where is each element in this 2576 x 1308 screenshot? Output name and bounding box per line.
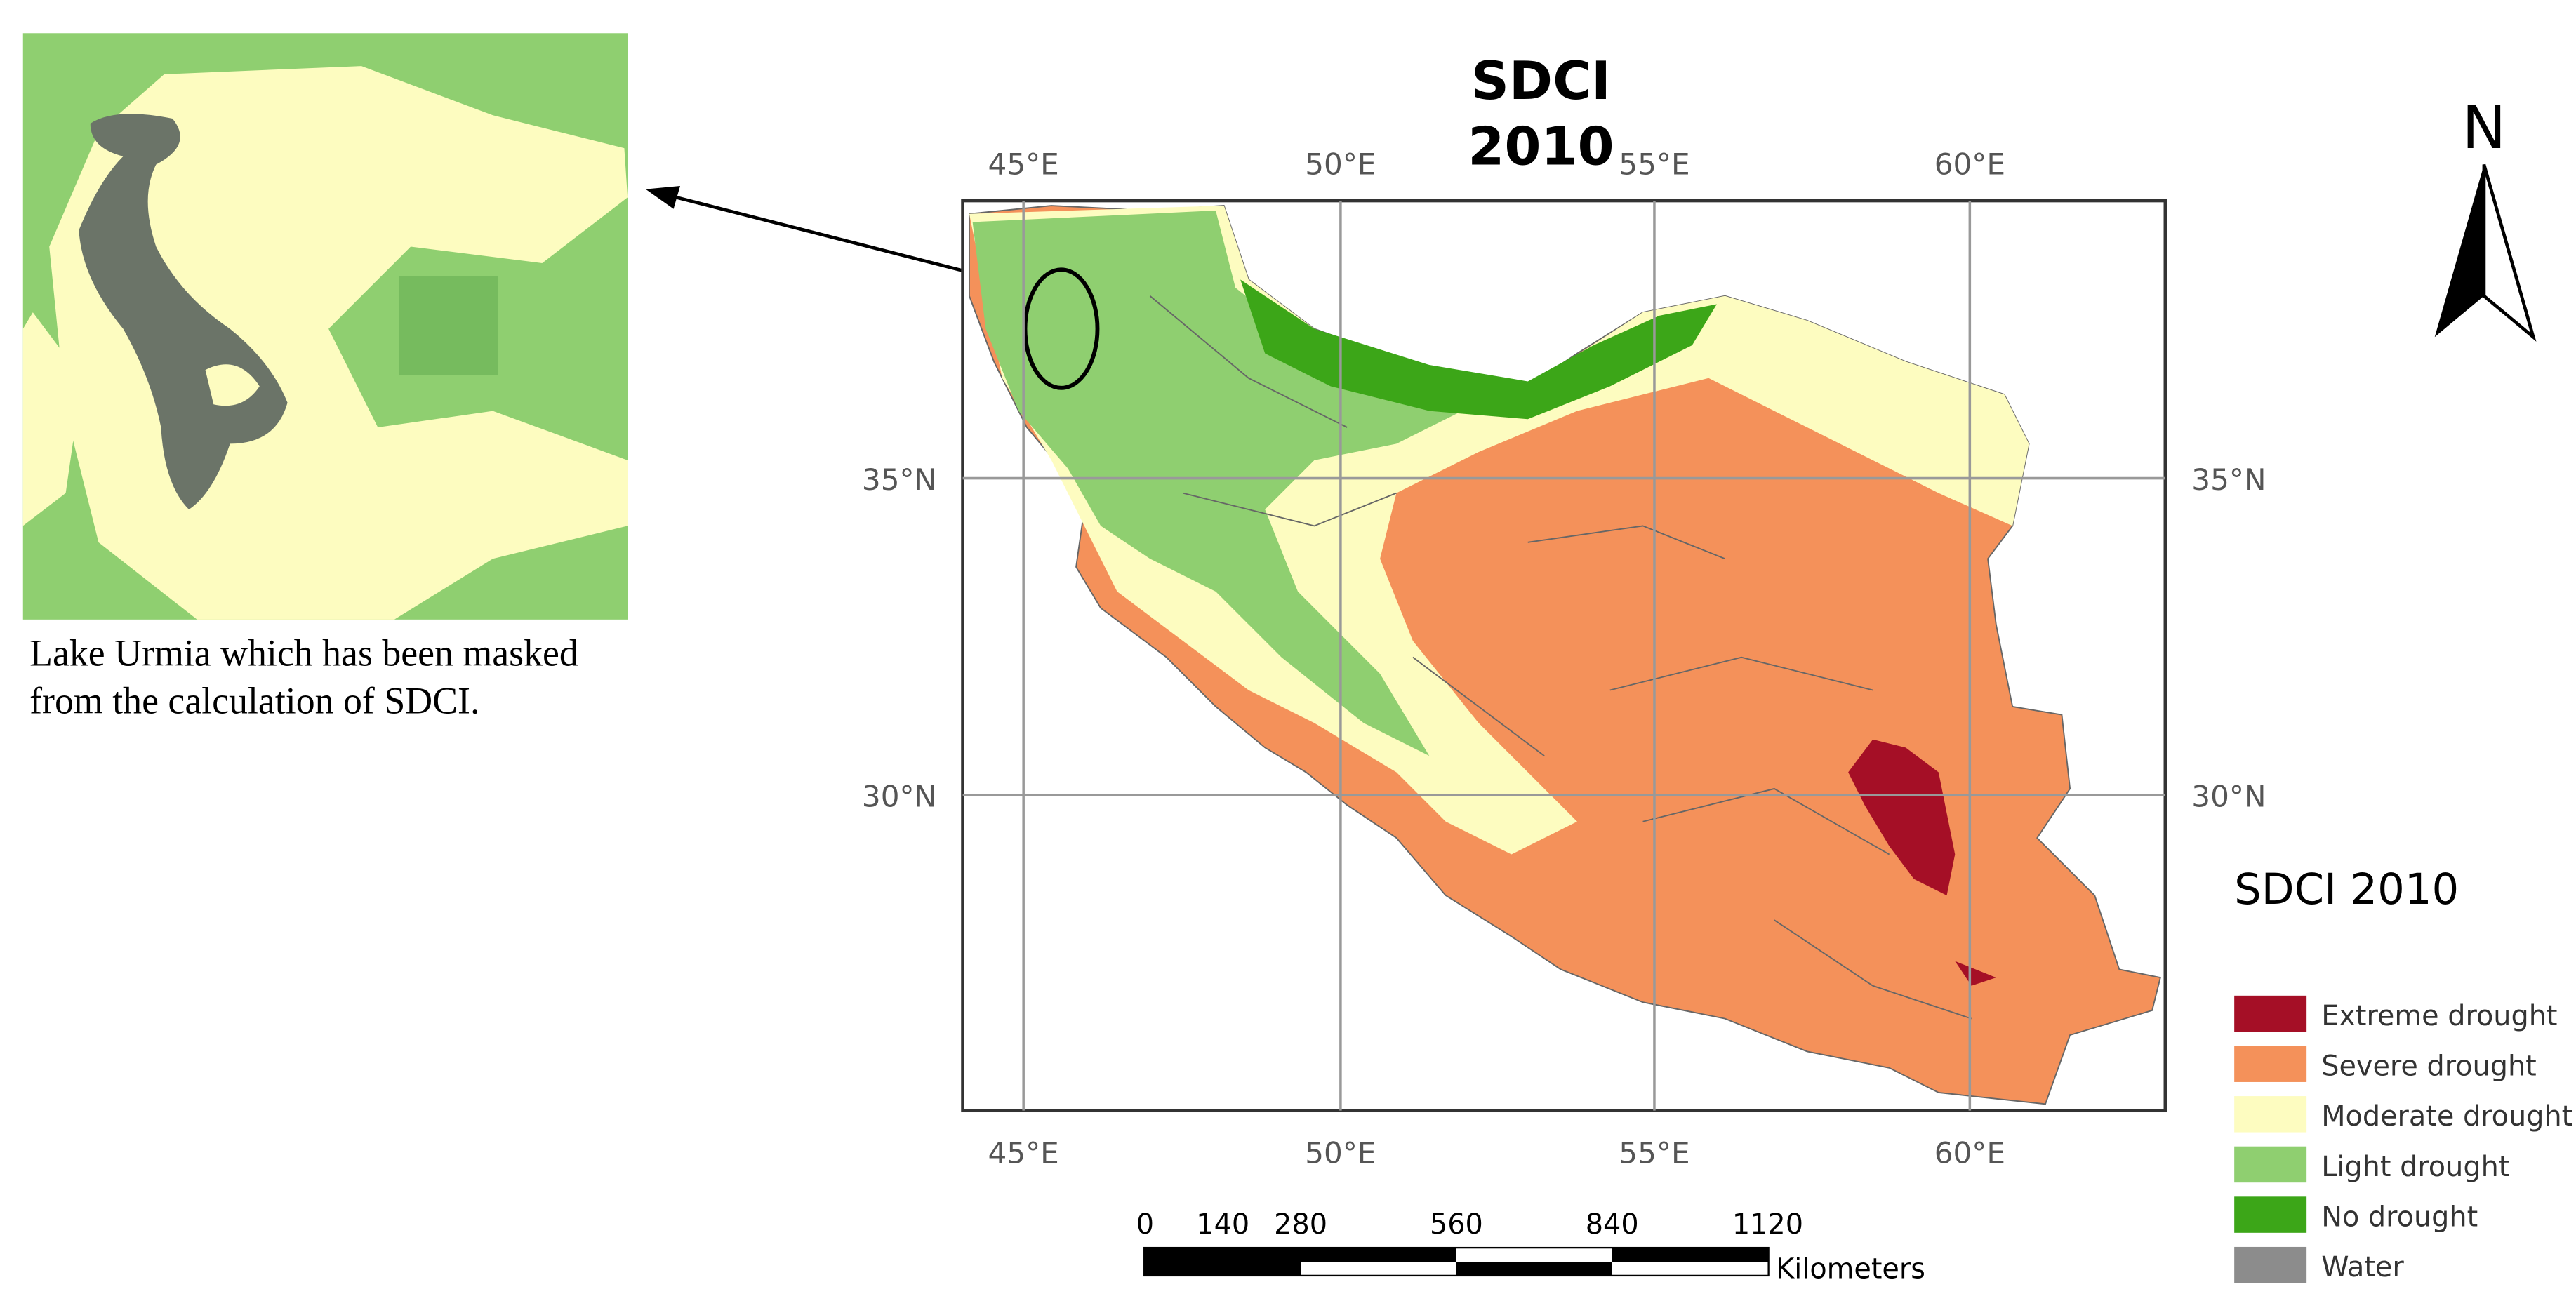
lon-label: 45°E: [988, 1136, 1059, 1170]
scale-tick-label: 1120: [1732, 1208, 1803, 1241]
legend-title: SDCI 2010: [2234, 865, 2459, 914]
legend-label: Extreme drought: [2321, 1000, 2557, 1032]
legend-swatch: [2234, 1096, 2307, 1133]
legend-swatch: [2234, 1046, 2307, 1082]
lon-label: 50°E: [1305, 1136, 1376, 1170]
lat-label: 35°N: [2191, 462, 2266, 497]
scale-tick-label: 280: [1274, 1208, 1327, 1241]
inset-caption: from the calculation of SDCI.: [29, 679, 479, 721]
scale-segment: [1145, 1248, 1223, 1262]
scale-segment: [1612, 1262, 1768, 1275]
legend-label: Light drought: [2321, 1151, 2509, 1183]
north-arrow: [2434, 164, 2484, 338]
inset-image: [22, 33, 628, 620]
lon-label: 50°E: [1305, 147, 1376, 182]
scale-segment: [1223, 1248, 1301, 1262]
legend-label: Severe drought: [2321, 1050, 2537, 1083]
legend-swatch: [2234, 995, 2307, 1032]
lon-label: 55°E: [1619, 1136, 1689, 1170]
scale-segment: [1145, 1262, 1223, 1275]
legend-label: Water: [2321, 1251, 2404, 1283]
scale-tick-label: 0: [1136, 1208, 1154, 1241]
legend-swatch: [2234, 1246, 2307, 1283]
scale-tick-label: 840: [1586, 1208, 1639, 1241]
map-title: 2010: [1468, 116, 1614, 178]
lake-urmia-circle: [1023, 267, 1100, 390]
lat-label: 35°N: [862, 462, 936, 497]
lon-label: 55°E: [1619, 147, 1689, 182]
legend-label: Moderate drought: [2321, 1100, 2572, 1133]
lon-label: 45°E: [988, 147, 1059, 182]
legend-swatch: [2234, 1196, 2307, 1233]
legend-label: No drought: [2321, 1201, 2478, 1233]
scale-segment: [1301, 1262, 1456, 1275]
legend-swatch: [2234, 1146, 2307, 1183]
lon-label: 60°E: [1934, 147, 2005, 182]
scale-tick-label: 140: [1196, 1208, 1249, 1241]
arrow-head: [645, 185, 680, 209]
lon-label: 60°E: [1934, 1136, 2005, 1170]
scale-tick-label: 560: [1430, 1208, 1483, 1241]
scale-segment: [1612, 1248, 1768, 1262]
scale-segment: [1223, 1262, 1301, 1275]
map-title: SDCI: [1471, 50, 1611, 112]
north-label: N: [2462, 93, 2506, 162]
lat-label: 30°N: [862, 780, 936, 814]
scale-unit: Kilometers: [1776, 1253, 1925, 1285]
iran-map: [968, 205, 2161, 1105]
lat-label: 30°N: [2191, 780, 2266, 814]
north-arrow: [2482, 164, 2537, 342]
pointer-arrow: [656, 191, 1011, 285]
scale-segment: [1456, 1248, 1612, 1262]
scale-segment: [1301, 1248, 1456, 1262]
scale-segment: [1456, 1262, 1612, 1275]
inset-caption: Lake Urmia which has been masked: [29, 632, 578, 674]
